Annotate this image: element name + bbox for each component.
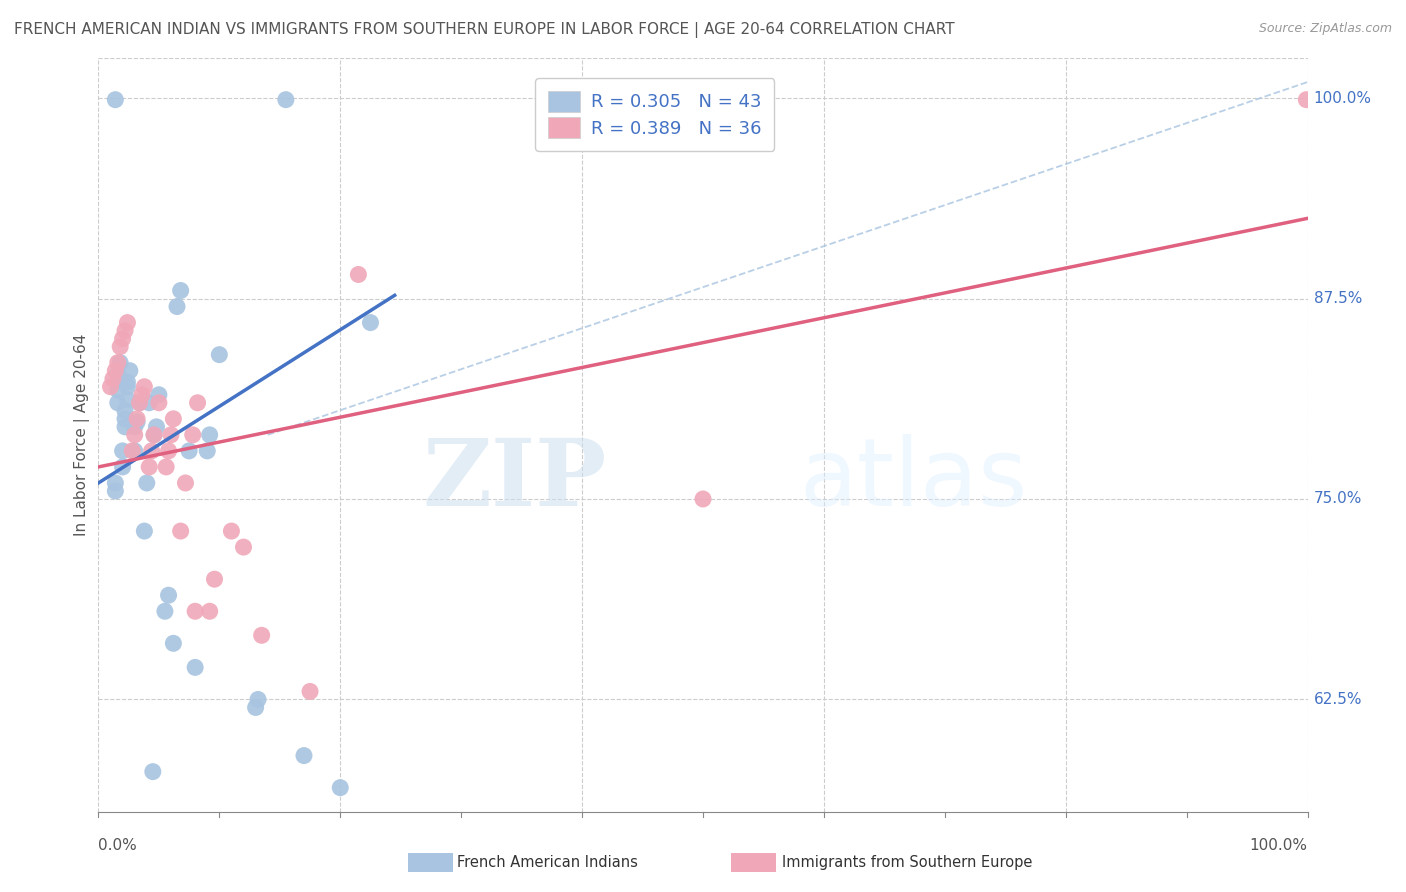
Point (143, 427, 166, 442)
Point (157, 443, 180, 458)
Point (114, 420, 136, 434)
Point (692, 491, 714, 506)
Point (232, 540, 254, 554)
Point (247, 692, 270, 706)
Point (114, 324, 136, 338)
Point (118, 364, 141, 378)
Point (104, 364, 127, 378)
Point (135, 475, 157, 490)
Point (145, 420, 167, 434)
Point (134, 380, 156, 394)
Point (187, 396, 209, 410)
Point (101, 372, 124, 386)
Y-axis label: In Labor Force | Age 20-64: In Labor Force | Age 20-64 (75, 334, 90, 536)
Legend: R = 0.305   N = 43, R = 0.389   N = 36: R = 0.305 N = 43, R = 0.389 N = 36 (536, 78, 775, 151)
Point (184, 660, 207, 674)
Point (148, 388, 170, 402)
Text: 62.5%: 62.5% (1313, 692, 1362, 707)
Point (162, 636, 184, 650)
Point (162, 412, 184, 426)
Point (160, 427, 183, 442)
Point (138, 396, 160, 410)
Point (184, 604, 207, 618)
Text: French American Indians: French American Indians (457, 855, 638, 870)
Point (347, 268, 370, 282)
Point (127, 415, 149, 429)
Point (179, 443, 201, 458)
Point (329, 780, 352, 795)
Point (142, 764, 165, 779)
Point (107, 396, 129, 410)
Point (143, 427, 166, 442)
Point (250, 628, 273, 642)
Point (111, 332, 134, 346)
Point (148, 396, 170, 410)
Point (292, 748, 315, 763)
Text: Source: ZipAtlas.com: Source: ZipAtlas.com (1258, 22, 1392, 36)
Point (198, 604, 221, 618)
Point (174, 475, 197, 490)
Point (181, 427, 204, 442)
Point (104, 93, 127, 107)
Point (245, 700, 267, 714)
Point (208, 348, 231, 362)
Point (121, 443, 143, 458)
Point (221, 524, 243, 538)
Point (299, 684, 322, 698)
Point (111, 443, 134, 458)
Point (111, 459, 134, 474)
Point (169, 284, 191, 298)
Point (114, 412, 136, 426)
Point (124, 443, 146, 458)
Point (153, 604, 176, 618)
Point (134, 524, 156, 538)
Text: FRENCH AMERICAN INDIAN VS IMMIGRANTS FROM SOUTHERN EUROPE IN LABOR FORCE | AGE 2: FRENCH AMERICAN INDIAN VS IMMIGRANTS FRO… (14, 22, 955, 38)
Text: atlas: atlas (800, 434, 1028, 526)
Point (104, 483, 127, 498)
Point (117, 380, 139, 394)
Point (141, 443, 163, 458)
Point (138, 459, 160, 474)
Point (128, 396, 150, 410)
Point (117, 392, 139, 407)
Point (124, 427, 146, 442)
Point (108, 356, 131, 370)
Point (169, 524, 191, 538)
Text: 100.0%: 100.0% (1250, 838, 1308, 853)
Point (166, 300, 188, 314)
Point (360, 316, 382, 330)
Point (117, 316, 139, 330)
Text: 0.0%: 0.0% (98, 838, 138, 853)
Point (198, 427, 221, 442)
Point (107, 356, 129, 370)
Text: Immigrants from Southern Europe: Immigrants from Southern Europe (782, 855, 1032, 870)
Text: 100.0%: 100.0% (1313, 91, 1372, 105)
Text: 75.0%: 75.0% (1313, 491, 1362, 507)
Point (155, 459, 177, 474)
Point (104, 475, 127, 490)
Point (114, 404, 136, 418)
Point (108, 340, 131, 354)
Text: ZIP: ZIP (422, 435, 606, 525)
Point (127, 412, 149, 426)
Point (128, 396, 150, 410)
Point (131, 388, 153, 402)
Point (100, 380, 122, 394)
Point (274, 93, 297, 107)
Point (204, 572, 226, 586)
Point (195, 443, 218, 458)
Point (107, 383, 129, 397)
Point (117, 375, 139, 389)
Point (107, 367, 129, 381)
Text: 87.5%: 87.5% (1313, 291, 1362, 306)
Point (157, 588, 180, 602)
Point (1295, 93, 1317, 107)
Point (124, 420, 146, 434)
